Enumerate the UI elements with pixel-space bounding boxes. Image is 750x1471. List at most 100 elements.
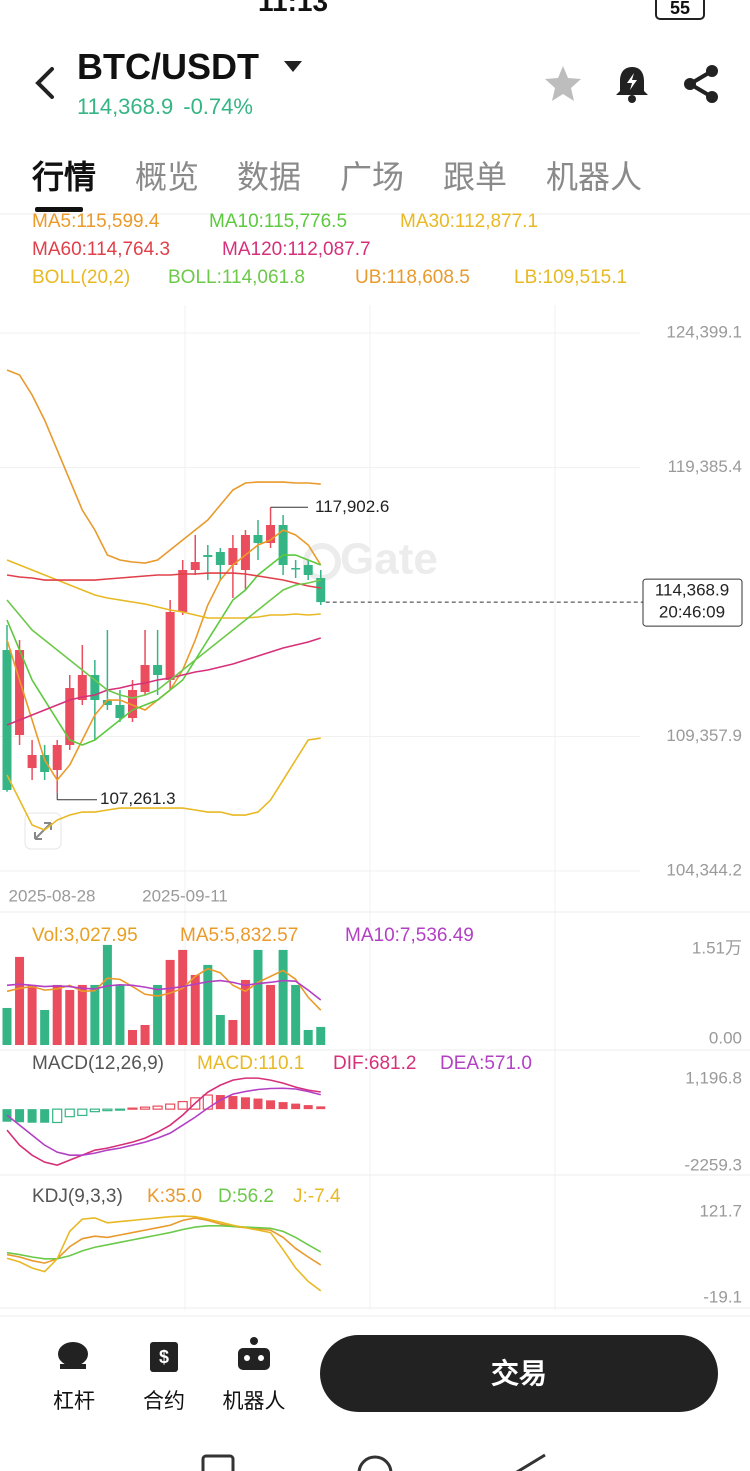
price-tag-time: 20:46:09 xyxy=(659,603,725,622)
y-tick-label: 0.00 xyxy=(709,1028,742,1047)
indicator-line xyxy=(6,554,322,746)
trade-button[interactable]: 交易 xyxy=(320,1335,718,1412)
bar xyxy=(165,959,175,1045)
candle-body xyxy=(316,578,326,603)
tab[interactable]: 跟单 xyxy=(443,159,508,195)
tab[interactable]: 广场 xyxy=(340,159,405,195)
legend-entry: J:-7.4 xyxy=(293,1186,341,1207)
bar xyxy=(64,1108,75,1118)
legend-entry: MA60:114,764.3 xyxy=(32,239,170,260)
contract-icon[interactable]: $ xyxy=(150,1342,178,1372)
watermark-logo xyxy=(303,543,341,581)
bar xyxy=(303,1105,313,1110)
pair-dropdown[interactable] xyxy=(283,60,303,74)
bar xyxy=(27,1109,37,1123)
low-label: 107,261.3 xyxy=(100,789,176,808)
candle-body xyxy=(266,524,276,543)
bar xyxy=(52,984,62,1045)
x-tick-label: 2025-08-28 xyxy=(9,886,96,905)
bar xyxy=(2,1007,12,1045)
svg-text:$: $ xyxy=(159,1347,169,1367)
leverage-icon[interactable] xyxy=(58,1342,88,1369)
bar xyxy=(127,1107,138,1110)
legend-entry: MA120:112,087.7 xyxy=(222,239,371,260)
candle-body xyxy=(140,665,150,693)
tab[interactable]: 数据 xyxy=(237,159,302,195)
bar xyxy=(266,1100,276,1110)
candle-body xyxy=(303,564,313,576)
bar xyxy=(40,1109,50,1123)
bar xyxy=(52,1108,63,1124)
battery: 55 xyxy=(655,0,705,20)
bar xyxy=(303,1029,313,1045)
legend-entry: Vol:3,027.95 xyxy=(32,925,138,946)
candle-body xyxy=(2,650,12,791)
y-tick-label: -19.1 xyxy=(703,1287,742,1306)
back-button[interactable] xyxy=(30,66,60,100)
tab-indicator xyxy=(35,207,83,212)
contract-label[interactable]: 合约 xyxy=(143,1390,185,1413)
bar xyxy=(115,984,125,1045)
candle-body xyxy=(153,665,163,676)
alert-icon[interactable] xyxy=(612,64,652,104)
bar xyxy=(291,984,301,1045)
bar xyxy=(228,1019,238,1045)
pair-title[interactable]: BTC/USDT xyxy=(77,46,259,87)
legend-entry: MA5:5,832.57 xyxy=(180,925,298,946)
bar xyxy=(203,964,213,1045)
indicator-line xyxy=(6,572,321,589)
bar xyxy=(316,1106,326,1110)
nav-recent[interactable] xyxy=(201,1454,235,1471)
candle-body xyxy=(240,535,250,571)
price-line: 114,368.9 -0.74% xyxy=(77,94,263,120)
bot-icon[interactable] xyxy=(238,1337,270,1370)
leverage-label[interactable]: 杠杆 xyxy=(53,1390,95,1413)
bar xyxy=(291,1103,301,1110)
indicator-line xyxy=(6,637,321,726)
status-time: 11:13 xyxy=(258,0,329,17)
favorite-icon[interactable] xyxy=(543,64,583,104)
bar xyxy=(128,1029,137,1045)
bar xyxy=(77,984,87,1045)
indicator-title: MACD(12,26,9) xyxy=(32,1053,164,1074)
bar xyxy=(152,1105,163,1110)
candle-body xyxy=(15,650,25,735)
tab[interactable]: 机器人 xyxy=(546,159,643,195)
indicator-line xyxy=(6,369,321,564)
bar xyxy=(228,1096,238,1110)
indicator-line xyxy=(6,579,321,699)
candle-body xyxy=(77,675,87,701)
legend-entry: DEA:571.0 xyxy=(440,1053,532,1074)
x-tick-label: 2025-09-11 xyxy=(142,886,228,905)
price-tag-value: 114,368.9 xyxy=(655,581,729,600)
candle-body xyxy=(278,524,288,565)
legend-entry: BOLL:114,061.8 xyxy=(168,267,305,288)
bar xyxy=(90,984,100,1045)
legend-entry: MA30:112,877.1 xyxy=(400,211,538,232)
legend-entry: LB:109,515.1 xyxy=(514,267,627,288)
indicator-line xyxy=(6,979,322,1001)
tab[interactable]: 概览 xyxy=(135,159,200,195)
price-tag xyxy=(642,578,743,627)
bar xyxy=(89,1108,100,1113)
candle-body xyxy=(27,755,37,769)
legend-entry: MA10:115,776.5 xyxy=(209,211,347,232)
bar xyxy=(77,1108,88,1117)
high-label: 117,902.6 xyxy=(315,497,389,516)
bot-label[interactable]: 机器人 xyxy=(222,1390,286,1413)
nav-back[interactable] xyxy=(515,1453,546,1471)
bar xyxy=(253,1098,263,1110)
bar xyxy=(15,956,25,1045)
y-tick-label: 104,344.2 xyxy=(666,860,742,879)
bar xyxy=(278,949,288,1045)
indicator-title: KDJ(9,3,3) xyxy=(32,1186,123,1207)
tab[interactable]: 行情 xyxy=(32,159,97,195)
legend-entry: DIF:681.2 xyxy=(333,1053,416,1074)
bar xyxy=(202,1094,213,1110)
bar xyxy=(139,1106,151,1110)
y-tick-label: -2259.3 xyxy=(684,1156,742,1175)
share-icon[interactable] xyxy=(682,64,722,104)
bar xyxy=(15,1109,25,1123)
nav-home[interactable] xyxy=(357,1455,393,1471)
